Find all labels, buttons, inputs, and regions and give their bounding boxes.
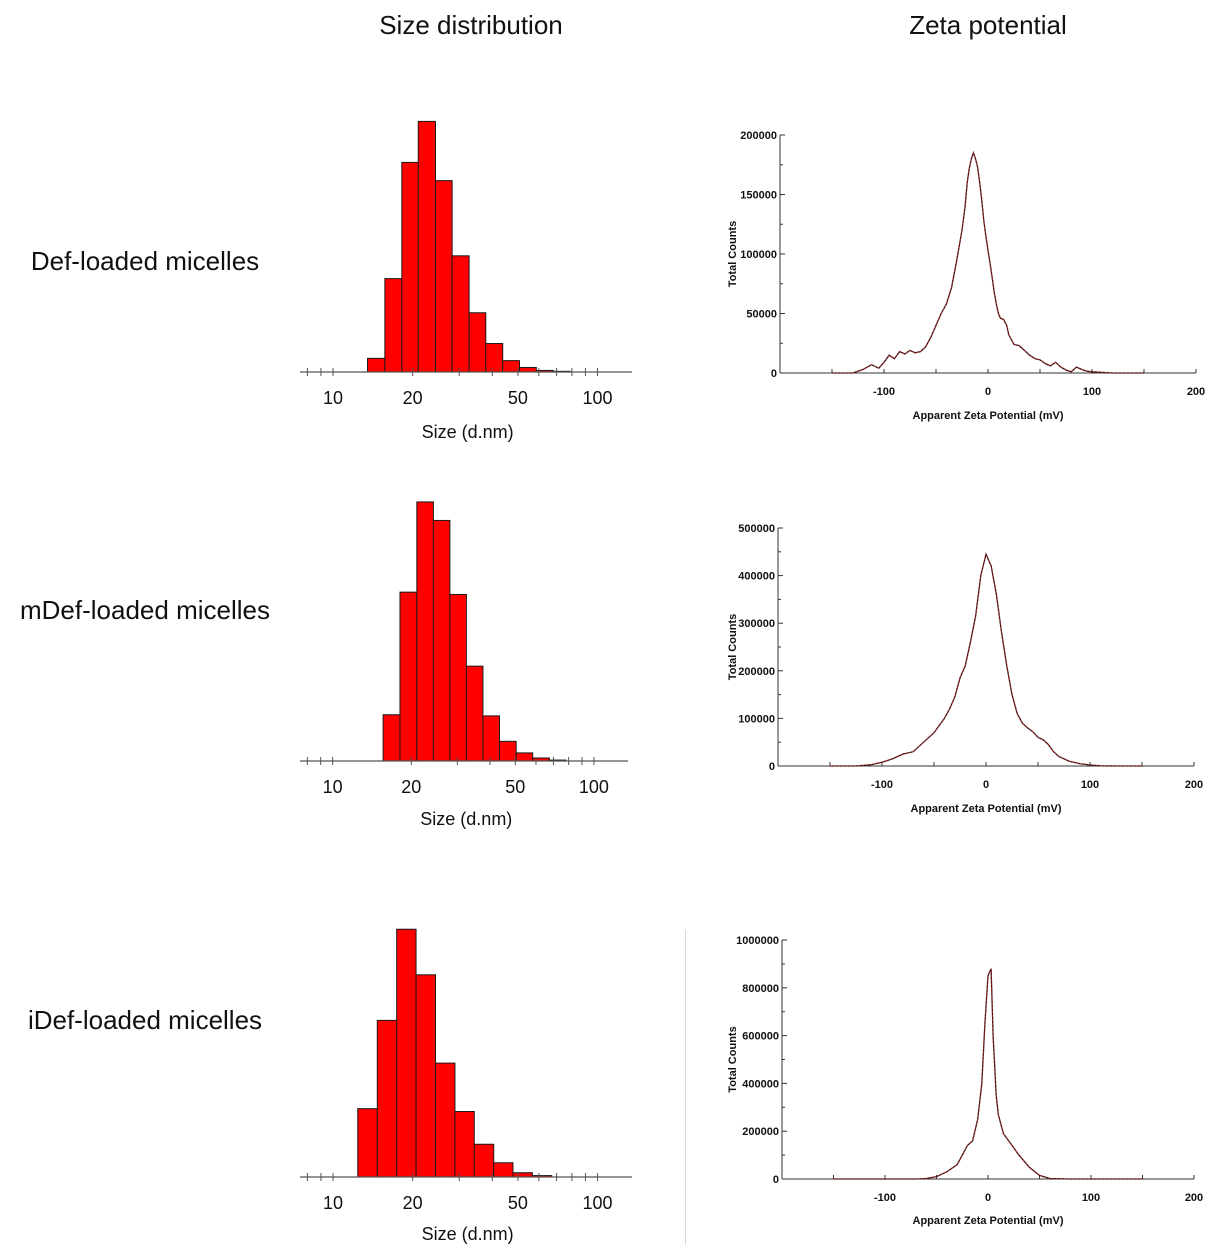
size-histogram-def: 10 20 50 100 Size (d.nm): [300, 120, 632, 442]
row-label-def: Def-loaded micelles: [30, 246, 260, 276]
histogram-bar: [401, 161, 419, 373]
y-tick-label: 200000: [742, 1126, 779, 1138]
x-tick-label: 0: [985, 1192, 991, 1204]
histogram-bar: [451, 255, 470, 373]
zeta-curve: [833, 968, 1143, 1180]
x-tick-label: 100: [1083, 386, 1101, 398]
x-axis-label: Size (d.nm): [422, 422, 514, 442]
x-tick-label: 0: [985, 386, 991, 398]
y-tick-label: 500000: [738, 523, 775, 535]
x-tick-label: -100: [873, 386, 895, 398]
x-tick-label: 100: [1082, 1192, 1100, 1204]
y-tick-label: 0: [769, 761, 775, 773]
x-tick-label: -100: [871, 779, 893, 791]
y-tick-label: 300000: [738, 618, 775, 630]
panel-divider: [685, 930, 686, 1245]
x-axis-label: Apparent Zeta Potential (mV): [911, 803, 1062, 815]
histogram-bar: [399, 591, 418, 762]
zeta-plot-idef: 0 200000 400000 600000 800000 1000000 -100 0 100…: [727, 935, 1203, 1227]
size-histogram-mdef: 10 20 50 100 Size (d.nm): [300, 501, 628, 829]
histogram-bar: [416, 501, 434, 762]
histogram-bar: [415, 974, 437, 1178]
zeta-curve: [830, 552, 1142, 767]
x-tick-label: 50: [505, 777, 525, 797]
x-axis-label: Apparent Zeta Potential (mV): [913, 410, 1064, 422]
size-distribution-title: Size distribution: [379, 10, 563, 40]
zeta-curve-overlay: [833, 968, 1143, 1180]
histogram-bar: [454, 1111, 475, 1178]
y-tick-label: 0: [773, 1174, 779, 1186]
x-tick-label: 20: [403, 1193, 423, 1213]
y-tick-label: 400000: [738, 571, 775, 583]
x-tick-label: 0: [983, 779, 989, 791]
y-tick-label: 100000: [738, 713, 775, 725]
x-tick-label: 200: [1187, 386, 1205, 398]
histogram-bar: [376, 1019, 398, 1178]
zeta-curve-overlay: [832, 151, 1144, 374]
x-tick-label: 20: [403, 388, 423, 408]
x-axis-label: Apparent Zeta Potential (mV): [913, 1215, 1064, 1227]
y-tick-label: 200000: [740, 130, 777, 142]
zeta-plot-mdef: 0 100000 200000 300000 400000 500000 -100 0 100 2…: [727, 523, 1203, 815]
histogram-bar: [382, 714, 401, 762]
histogram-bar: [357, 1108, 378, 1178]
histogram-bar: [465, 665, 484, 762]
x-tick-label: 100: [583, 388, 613, 408]
y-tick-label: 50000: [746, 309, 777, 321]
x-tick-label: -100: [874, 1192, 896, 1204]
x-tick-label: 200: [1185, 779, 1203, 791]
histogram-bar: [468, 312, 487, 373]
x-tick-label: 200: [1185, 1192, 1203, 1204]
y-axis-label: Total Counts: [727, 221, 739, 287]
histogram-bar: [473, 1143, 495, 1178]
histogram-bar: [512, 1172, 533, 1178]
histogram-bar: [396, 928, 417, 1178]
row-label-idef: iDef-loaded micelles: [27, 1005, 263, 1035]
zeta-plot-def: 0 50000 100000 150000 200000 -100 0 100 200 Appar…: [727, 130, 1205, 422]
histogram-bar: [384, 278, 403, 373]
histogram-bar: [435, 1062, 456, 1178]
y-tick-label: 200000: [738, 666, 775, 678]
y-tick-label: 150000: [740, 190, 777, 202]
x-axis-label: Size (d.nm): [420, 809, 512, 829]
histogram-bar: [482, 715, 500, 762]
histogram-bar: [498, 740, 517, 762]
x-tick-label: 50: [508, 388, 528, 408]
histogram-bar: [502, 360, 521, 373]
zeta-curve: [832, 150, 1144, 374]
x-tick-label: 100: [1081, 779, 1099, 791]
y-axis-label: Total Counts: [727, 614, 739, 680]
x-tick-label: 100: [579, 777, 609, 797]
x-tick-label: 10: [323, 777, 343, 797]
histogram-bar: [449, 593, 467, 762]
histogram-bar: [417, 120, 437, 373]
size-histogram-idef: 10 20 50 100 Size (d.nm): [300, 928, 632, 1244]
zeta-curve-overlay: [830, 553, 1142, 767]
histogram-bar: [367, 357, 386, 373]
histogram-bar: [435, 180, 453, 373]
y-tick-label: 400000: [742, 1078, 779, 1090]
histogram-bar: [485, 343, 504, 373]
x-tick-label: 100: [583, 1193, 613, 1213]
y-tick-label: 600000: [742, 1031, 779, 1043]
y-tick-label: 800000: [742, 983, 779, 995]
histogram-bar: [519, 366, 537, 373]
y-tick-label: 100000: [740, 249, 777, 261]
histogram-bar: [432, 519, 451, 762]
y-tick-label: 0: [771, 368, 777, 380]
histogram-bar: [515, 752, 534, 762]
x-tick-label: 50: [508, 1193, 528, 1213]
zeta-potential-title: Zeta potential: [909, 10, 1067, 40]
histogram-bar: [493, 1162, 514, 1178]
x-tick-label: 20: [401, 777, 421, 797]
x-tick-label: 10: [323, 388, 343, 408]
y-tick-label: 1000000: [736, 935, 779, 947]
x-tick-label: 10: [323, 1193, 343, 1213]
y-axis-label: Total Counts: [727, 1026, 739, 1092]
x-axis-label: Size (d.nm): [422, 1224, 514, 1244]
row-label-mdef: mDef-loaded micelles: [20, 595, 270, 625]
